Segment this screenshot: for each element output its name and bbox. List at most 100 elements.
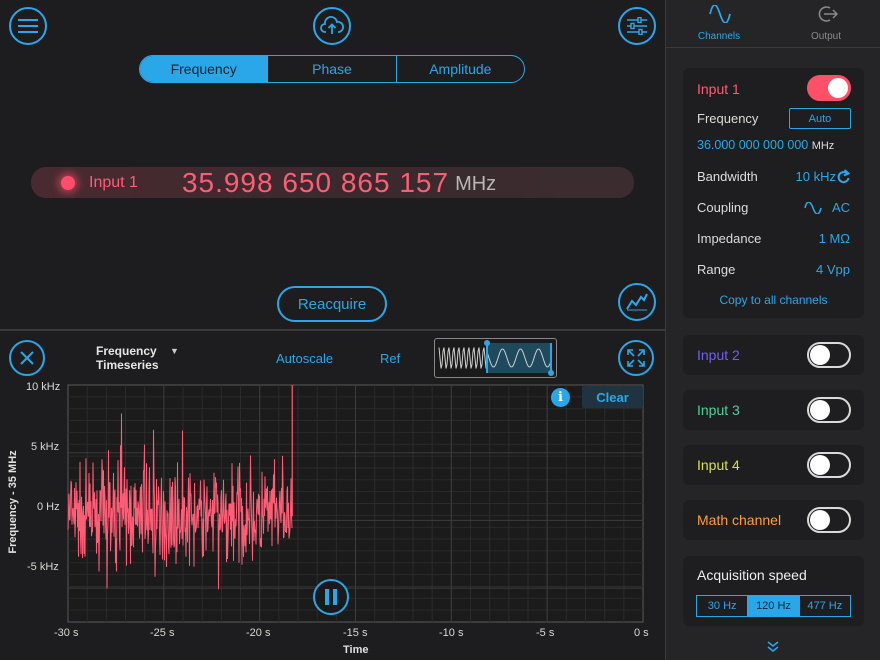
range-label: Range — [697, 262, 736, 277]
minimap-waveform — [438, 340, 554, 376]
cloud-upload-button[interactable] — [313, 7, 351, 45]
sliders-icon — [627, 17, 647, 35]
main-area: Frequency Phase Amplitude Input 1 35.998… — [0, 0, 665, 660]
sine-wave-icon — [709, 5, 731, 23]
impedance-value: 1 MΩ — [818, 231, 850, 246]
ref-button[interactable]: Ref — [380, 351, 401, 366]
x-tick-label: -30 s — [54, 627, 79, 639]
plot-type-selector[interactable]: Frequency Timeseries ▼ — [96, 344, 179, 372]
output-arrow-icon — [818, 6, 838, 22]
x-tick-label: -5 s — [536, 627, 555, 639]
math-channel-title: Math channel — [697, 512, 782, 528]
input2-card: Input 2 — [683, 335, 864, 375]
input1-card: Input 1 Frequency Auto 36.000 000 000 00… — [683, 68, 864, 318]
input4-title: Input 4 — [697, 457, 740, 473]
math-channel-card: Math channel — [683, 500, 864, 540]
bandwidth-value: 10 kHz — [795, 169, 836, 184]
y-tick-label: 5 kHz — [31, 441, 60, 453]
speed-option-120hz[interactable]: 120 Hz — [747, 596, 799, 616]
input1-toggle[interactable] — [807, 75, 851, 101]
cloud-upload-icon — [320, 16, 344, 34]
range-row[interactable]: Range 4 Vpp — [697, 262, 850, 277]
acquisition-speed-card: Acquisition speed 30 Hz 120 Hz 477 Hz — [683, 556, 864, 626]
input3-title: Input 3 — [697, 402, 740, 418]
autoscale-button[interactable]: Autoscale — [276, 351, 334, 366]
input4-toggle[interactable] — [807, 452, 851, 478]
tab-output[interactable]: Output — [776, 0, 876, 48]
input3-toggle[interactable] — [807, 397, 851, 423]
frequency-timeseries-chart[interactable] — [0, 0, 665, 660]
fullscreen-button[interactable] — [618, 340, 654, 376]
input2-title: Input 2 — [697, 347, 740, 363]
coupling-value: AC — [831, 200, 850, 215]
math-channel-toggle[interactable] — [807, 507, 851, 533]
frequency-row: Frequency — [697, 111, 850, 126]
speed-option-477hz[interactable]: 477 Hz — [798, 596, 850, 616]
x-tick-label: -25 s — [150, 627, 175, 639]
plot-type-line2: Timeseries — [96, 358, 159, 372]
y-tick-label: 10 kHz — [26, 381, 61, 393]
tab-amplitude[interactable]: Amplitude — [395, 56, 524, 82]
ac-wave-icon — [804, 202, 822, 214]
reacquire-button[interactable]: Reacquire — [277, 286, 387, 322]
panel-divider — [0, 329, 665, 331]
range-value: 4 Vpp — [816, 262, 850, 277]
input3-card: Input 3 — [683, 390, 864, 430]
measurement-tabs: Frequency Phase Amplitude — [139, 55, 525, 83]
tab-phase[interactable]: Phase — [267, 56, 395, 82]
frequency-setpoint: 36.000 000 000 000 — [697, 138, 809, 152]
impedance-label: Impedance — [697, 231, 762, 246]
refresh-icon[interactable] — [837, 169, 850, 184]
frequency-label: Frequency — [697, 111, 759, 126]
y-axis-label: Frequency - 35 MHz — [7, 450, 19, 554]
input2-toggle[interactable] — [807, 342, 851, 368]
frequency-mode-button[interactable]: Auto — [789, 108, 851, 129]
impedance-row[interactable]: Impedance 1 MΩ — [697, 231, 850, 246]
plot-type-line1: Frequency — [96, 344, 157, 358]
readout-unit: MHz — [455, 173, 497, 195]
acquisition-speed-title: Acquisition speed — [697, 567, 807, 583]
info-icon[interactable]: i — [551, 388, 570, 407]
input4-card: Input 4 — [683, 445, 864, 485]
x-tick-label: -15 s — [343, 627, 368, 639]
tab-channels-label: Channels — [697, 31, 741, 42]
tab-frequency[interactable]: Frequency — [140, 56, 268, 82]
frequency-value-row[interactable]: 36.000 000 000 000 MHz — [697, 138, 850, 152]
sidebar: Channels Output Input 1 Frequency Auto 3… — [665, 0, 880, 660]
input1-title: Input 1 — [697, 81, 740, 97]
readout-channel-label: Input 1 — [89, 173, 138, 191]
timeline-minimap[interactable] — [434, 338, 557, 378]
pause-icon — [325, 589, 337, 605]
settings-sliders-button[interactable] — [618, 7, 656, 45]
tab-output-label: Output — [810, 31, 842, 42]
pause-button[interactable] — [313, 579, 349, 615]
y-tick-label: 0 Hz — [37, 501, 60, 513]
clear-button[interactable]: Clear — [582, 386, 643, 408]
readout-value: 35.998 650 865 157 — [181, 166, 450, 198]
close-icon — [20, 351, 34, 365]
menu-button[interactable] — [9, 7, 47, 45]
bandwidth-row[interactable]: Bandwidth 10 kHz — [697, 169, 850, 184]
trend-button[interactable] — [618, 283, 656, 321]
x-tick-label: -20 s — [246, 627, 271, 639]
frequency-setpoint-unit: MHz — [811, 140, 835, 152]
speed-option-30hz[interactable]: 30 Hz — [707, 600, 737, 612]
coupling-row[interactable]: Coupling AC — [697, 200, 850, 215]
tab-channels[interactable]: Channels — [669, 0, 769, 48]
channel-indicator-dot — [61, 175, 75, 190]
data-series-line — [67, 413, 293, 590]
acquisition-speed-selector: 30 Hz 120 Hz 477 Hz — [696, 595, 851, 617]
bandwidth-label: Bandwidth — [697, 169, 758, 184]
coupling-label: Coupling — [697, 200, 749, 215]
sidebar-tabs: Channels Output — [666, 0, 880, 48]
y-tick-label: -5 kHz — [27, 561, 59, 573]
frequency-readout: Input 1 35.998 650 865 157 MHz — [31, 167, 634, 198]
expand-icon — [627, 349, 645, 367]
copy-to-all-channels-button[interactable]: Copy to all channels — [719, 293, 828, 307]
caret-down-icon: ▼ — [170, 346, 179, 356]
x-axis-label: Time — [343, 644, 369, 656]
trend-line-icon — [626, 293, 648, 311]
x-tick-label: 0 s — [634, 627, 649, 639]
chevron-double-down-icon[interactable] — [767, 641, 779, 653]
close-plot-button[interactable] — [9, 340, 45, 376]
